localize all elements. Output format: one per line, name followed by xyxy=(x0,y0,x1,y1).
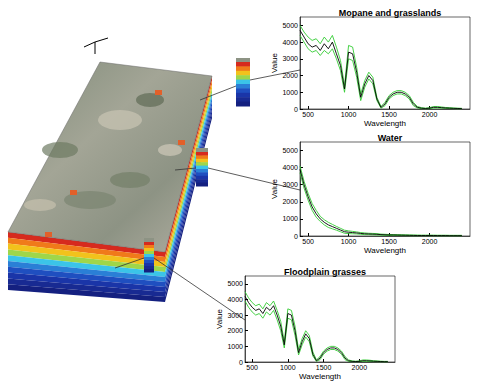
svg-text:1500: 1500 xyxy=(381,111,397,118)
svg-text:Wavelength: Wavelength xyxy=(364,246,406,255)
svg-text:1500: 1500 xyxy=(316,364,332,371)
svg-text:3000: 3000 xyxy=(282,55,298,62)
svg-text:5000: 5000 xyxy=(282,147,298,154)
svg-text:500: 500 xyxy=(246,364,258,371)
svg-text:2000: 2000 xyxy=(227,327,243,334)
svg-text:1000: 1000 xyxy=(341,238,357,245)
svg-text:2000: 2000 xyxy=(282,72,298,79)
svg-text:1500: 1500 xyxy=(381,238,397,245)
svg-text:4000: 4000 xyxy=(282,164,298,171)
svg-text:1000: 1000 xyxy=(282,215,298,222)
svg-text:0: 0 xyxy=(294,106,298,113)
svg-text:1000: 1000 xyxy=(227,343,243,350)
svg-text:Floodplain grasses: Floodplain grasses xyxy=(284,267,366,277)
svg-text:2000: 2000 xyxy=(351,364,367,371)
svg-text:5000: 5000 xyxy=(227,280,243,287)
svg-text:5000: 5000 xyxy=(282,22,298,29)
svg-text:1000: 1000 xyxy=(282,89,298,96)
svg-text:1000: 1000 xyxy=(341,111,357,118)
svg-text:3000: 3000 xyxy=(227,312,243,319)
svg-text:Wavelength: Wavelength xyxy=(299,372,341,381)
svg-text:4000: 4000 xyxy=(282,39,298,46)
svg-text:2000: 2000 xyxy=(422,111,438,118)
svg-text:2000: 2000 xyxy=(422,238,438,245)
svg-text:Value: Value xyxy=(270,179,279,199)
svg-text:Value: Value xyxy=(215,309,224,329)
svg-text:Wavelength: Wavelength xyxy=(364,119,406,128)
svg-text:2000: 2000 xyxy=(282,198,298,205)
svg-text:Mopane and grasslands: Mopane and grasslands xyxy=(339,8,442,18)
svg-text:4000: 4000 xyxy=(227,296,243,303)
svg-text:500: 500 xyxy=(302,238,314,245)
svg-text:500: 500 xyxy=(302,111,314,118)
svg-text:0: 0 xyxy=(294,233,298,240)
svg-text:Value: Value xyxy=(270,53,279,73)
svg-text:1000: 1000 xyxy=(280,364,296,371)
svg-text:Water: Water xyxy=(378,133,403,143)
svg-text:0: 0 xyxy=(239,359,243,366)
svg-text:3000: 3000 xyxy=(282,181,298,188)
